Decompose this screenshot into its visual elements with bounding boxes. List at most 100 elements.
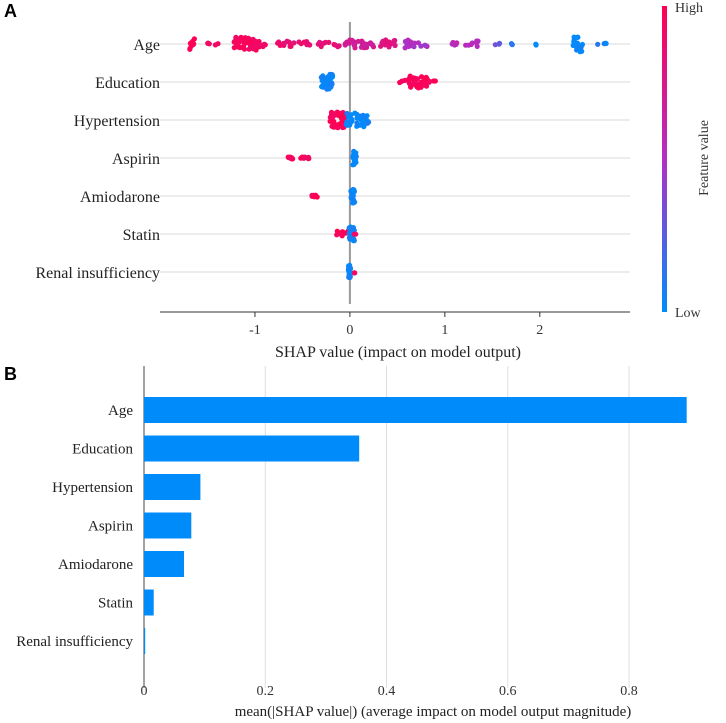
shap-point-age [369, 42, 375, 48]
shap-point-age [318, 43, 324, 50]
shap-point-age [277, 42, 283, 49]
panel-b-tick-label: 0 [141, 684, 148, 699]
shap-point-age [298, 41, 304, 47]
shap-point-age [422, 42, 428, 48]
shap-point-age [577, 49, 583, 55]
bar-education [144, 435, 360, 462]
panel-a-x-axis-title: SHAP value (impact on model output) [275, 344, 521, 361]
panel-b-tick-label: 0.8 [620, 684, 638, 699]
shap-point-education [419, 74, 425, 80]
shap-point-education [325, 75, 332, 81]
panel-b-label-amiodarone: Amiodarone [58, 557, 133, 573]
panel-a-tick-label: 2 [536, 323, 543, 338]
panel-b-bars [144, 397, 687, 654]
panel-a-label-amiodarone: Amiodarone [80, 189, 160, 206]
shap-point-education [329, 74, 336, 80]
shap-point-hypertension [347, 122, 353, 128]
shap-point-age [349, 38, 355, 44]
shap-point-hypertension [355, 115, 361, 121]
shap-point-age [387, 40, 393, 47]
panel-b-label: B [4, 364, 17, 384]
shap-point-age [496, 41, 502, 47]
shap-point-renal-insufficiency [346, 265, 352, 271]
panel-a-label-aspirin: Aspirin [112, 151, 160, 168]
colorbar-high-label: High [675, 1, 703, 16]
shap-point-age [351, 42, 357, 48]
panel-a-x-axis: -1 0 1 2 [160, 311, 630, 338]
panel-a-tick-label: -1 [249, 323, 261, 338]
shap-point-hypertension [330, 114, 336, 120]
shap-point-age [391, 40, 397, 46]
panel-b-label-renal-insufficiency: Renal insufficiency [16, 634, 133, 650]
panel-b-label-hypertension: Hypertension [52, 480, 133, 496]
shap-point-aspirin [353, 150, 359, 156]
panel-b-label-aspirin: Aspirin [88, 519, 134, 535]
shap-point-hypertension [344, 110, 350, 117]
shap-point-hypertension [352, 110, 358, 116]
shap-point-age [509, 42, 515, 48]
shap-point-age [187, 46, 193, 52]
shap-point-age [402, 38, 408, 45]
colorbar [662, 6, 667, 312]
shap-point-age [402, 45, 408, 51]
shap-point-statin [351, 227, 357, 233]
panel-a-label-hypertension: Hypertension [74, 113, 160, 130]
shap-point-hypertension [364, 113, 370, 119]
shap-point-age [469, 40, 475, 46]
panel-a-label-age: Age [133, 37, 160, 54]
shap-point-statin [353, 231, 359, 237]
bar-statin [144, 589, 154, 616]
bar-age [144, 397, 687, 423]
shap-point-statin [348, 234, 354, 240]
shap-point-education [407, 73, 413, 79]
panel-b-label-education: Education [72, 442, 133, 458]
shap-point-renal-insufficiency [352, 270, 358, 276]
panel-a-label-statin: Statin [123, 227, 160, 244]
panel-a-label-education: Education [95, 75, 160, 92]
bar-hypertension [144, 474, 201, 500]
shap-point-age [241, 39, 247, 45]
shap-point-statin [334, 228, 340, 234]
shap-point-age [474, 38, 480, 44]
panel-a-tick-label: 0 [346, 323, 353, 338]
shap-point-age [454, 40, 460, 46]
shap-point-age [595, 41, 601, 47]
shap-point-hypertension [335, 112, 341, 118]
shap-point-age [533, 42, 539, 48]
panel-b-label-age: Age [108, 403, 133, 419]
panel-a-tick-label: 1 [441, 323, 448, 338]
colorbar-title: Feature value [697, 120, 712, 196]
panel-b-feature-labels: Age Education Hypertension Aspirin Amiodaron… [16, 403, 133, 650]
shap-point-age [260, 43, 266, 49]
panel-a-beeswarm [187, 34, 609, 281]
shap-point-age [382, 42, 388, 48]
shap-point-age [247, 43, 253, 49]
shap-point-age [188, 40, 194, 46]
shap-point-education [319, 84, 325, 90]
bar-amiodarone [144, 551, 184, 577]
shap-point-age [415, 40, 421, 46]
shap-point-hypertension [336, 121, 342, 127]
panel-a-feature-labels: Age Education Hypertension Aspirin Amiodaron… [35, 37, 160, 282]
shap-point-age [602, 40, 609, 46]
panel-b-x-axis-title: mean(|SHAP value|) (average impact on mo… [235, 704, 632, 720]
shap-point-age [326, 39, 332, 46]
shap-point-hypertension [349, 118, 355, 124]
shap-point-education [426, 79, 432, 85]
bar-aspirin [144, 512, 192, 539]
shap-point-age [241, 46, 248, 52]
shap-point-age [344, 39, 350, 45]
shap-point-age [233, 35, 239, 41]
shap-point-age [231, 45, 237, 51]
panel-b-tick-label: 0.4 [378, 684, 396, 699]
panel-a-gridlines [160, 22, 630, 304]
shap-point-education [414, 84, 421, 90]
shap-point-renal-insufficiency [347, 273, 353, 279]
shap-point-age [474, 43, 480, 50]
panel-b-tick-label: 0.2 [257, 684, 275, 699]
shap-point-age [411, 44, 417, 50]
shap-point-education [408, 82, 414, 88]
panel-a-label: A [4, 1, 17, 21]
shap-point-age [233, 41, 240, 47]
